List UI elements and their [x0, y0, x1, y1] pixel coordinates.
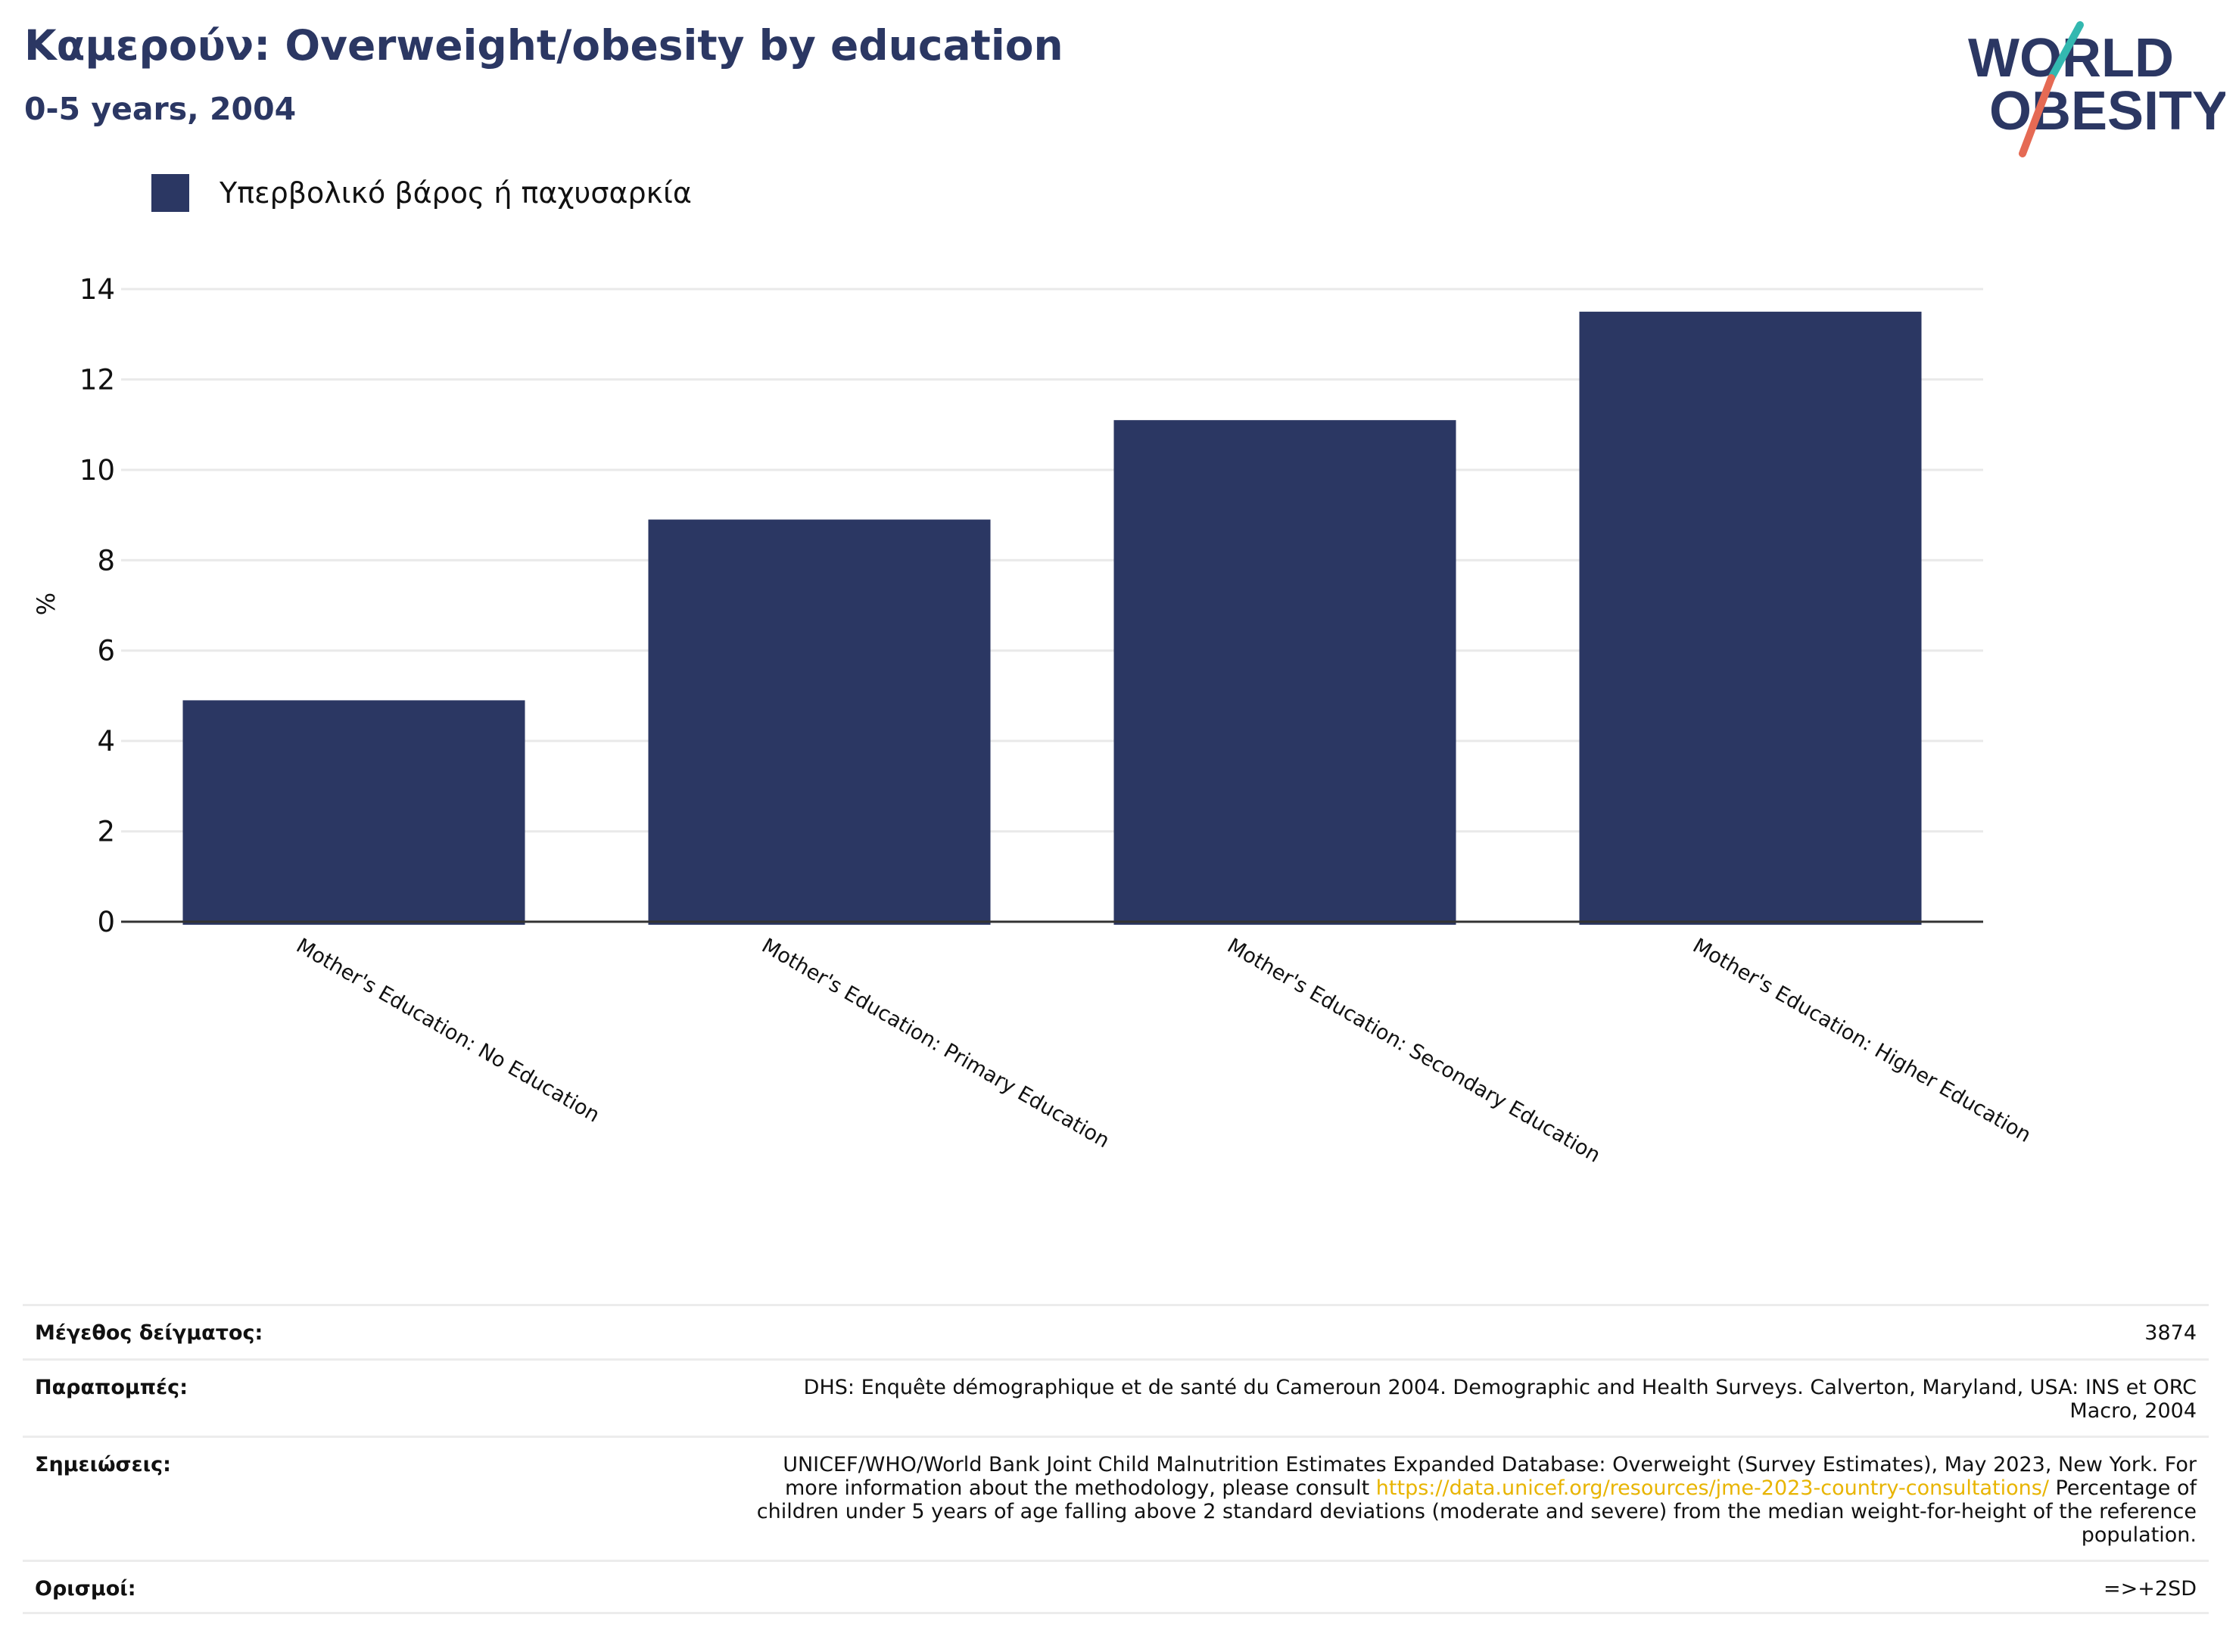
meta-value-notes: UNICEF/WHO/World Bank Joint Child Malnut… [757, 1453, 2197, 1547]
logo-slash-coral [2019, 74, 2055, 157]
chart-title: Καμερούν: Overweight/obesity by educatio… [24, 21, 1063, 70]
metadata-table: Μέγεθος δείγματος: 3874 Παραπομπές: DHS:… [23, 1304, 2209, 1614]
x-tick-label: Mother's Education: Higher Education [1689, 934, 2035, 1147]
meta-label-notes: Σημειώσεις: [35, 1453, 171, 1476]
x-tick-label: Mother's Education: Primary Education [758, 934, 1113, 1153]
meta-label-definitions: Ορισμοί: [35, 1577, 136, 1601]
y-tick-label: 10 [79, 454, 115, 487]
x-tick-label: Mother's Education: No Education [292, 934, 603, 1127]
bar [1579, 311, 1922, 925]
bar [1113, 420, 1456, 925]
y-tick-label: 12 [79, 363, 115, 396]
references-line-1: DHS: Enquête démographique et de santé d… [803, 1376, 2197, 1399]
chart-subtitle: 0-5 years, 2004 [24, 91, 297, 127]
meta-value-references: DHS: Enquête démographique et de santé d… [804, 1376, 2197, 1423]
meta-value-definitions: =>+2SD [2104, 1577, 2197, 1601]
meta-row-definitions: Ορισμοί: =>+2SD [23, 1560, 2209, 1614]
y-tick-label: 0 [97, 906, 115, 938]
notes-line-2-end: Percentage of [2048, 1476, 2197, 1500]
notes-line-1: UNICEF/WHO/World Bank Joint Child Malnut… [783, 1453, 2197, 1476]
notes-line-4: population. [2081, 1523, 2197, 1547]
meta-row-notes: Σημειώσεις: UNICEF/WHO/World Bank Joint … [23, 1436, 2209, 1560]
y-tick-label: 8 [97, 544, 115, 577]
y-tick-label: 4 [97, 725, 115, 758]
y-tick-label: 2 [97, 816, 115, 848]
meta-row-references: Παραπομπές: DHS: Enquête démographique e… [23, 1358, 2209, 1436]
legend-label: Υπερβολικό βάρος ή παχυσαρκία [220, 176, 692, 210]
references-line-2: Macro, 2004 [2069, 1399, 2197, 1423]
notes-line-3: children under 5 years of age falling ab… [756, 1500, 2197, 1523]
notes-line-2-start: more information about the methodology, … [785, 1476, 1376, 1500]
y-axis-title: % [32, 593, 61, 615]
bar-chart: 0 2 4 6 8 10 12 14% Mother's Education: No Educa… [32, 273, 2035, 1168]
bar [648, 519, 991, 925]
meta-row-sample-size: Μέγεθος δείγματος: 3874 [23, 1304, 2209, 1358]
y-tick-label: 14 [79, 273, 115, 306]
meta-label-references: Παραπομπές: [35, 1376, 188, 1399]
notes-link[interactable]: https://data.unicef.org/resources/jme-20… [1375, 1476, 2049, 1500]
world-obesity-logo: WORLD OBESITY [1968, 21, 2225, 157]
logo-slash-teal [2047, 21, 2084, 82]
meta-label-sample-size: Μέγεθος δείγματος: [35, 1321, 263, 1345]
x-tick-label: Mother's Education: Secondary Education [1223, 934, 1604, 1168]
chart-legend: Υπερβολικό βάρος ή παχυσαρκία [151, 174, 692, 212]
meta-value-sample-size: 3874 [2144, 1321, 2197, 1345]
bar [182, 700, 525, 925]
legend-swatch [151, 174, 189, 212]
y-tick-label: 6 [97, 635, 115, 667]
